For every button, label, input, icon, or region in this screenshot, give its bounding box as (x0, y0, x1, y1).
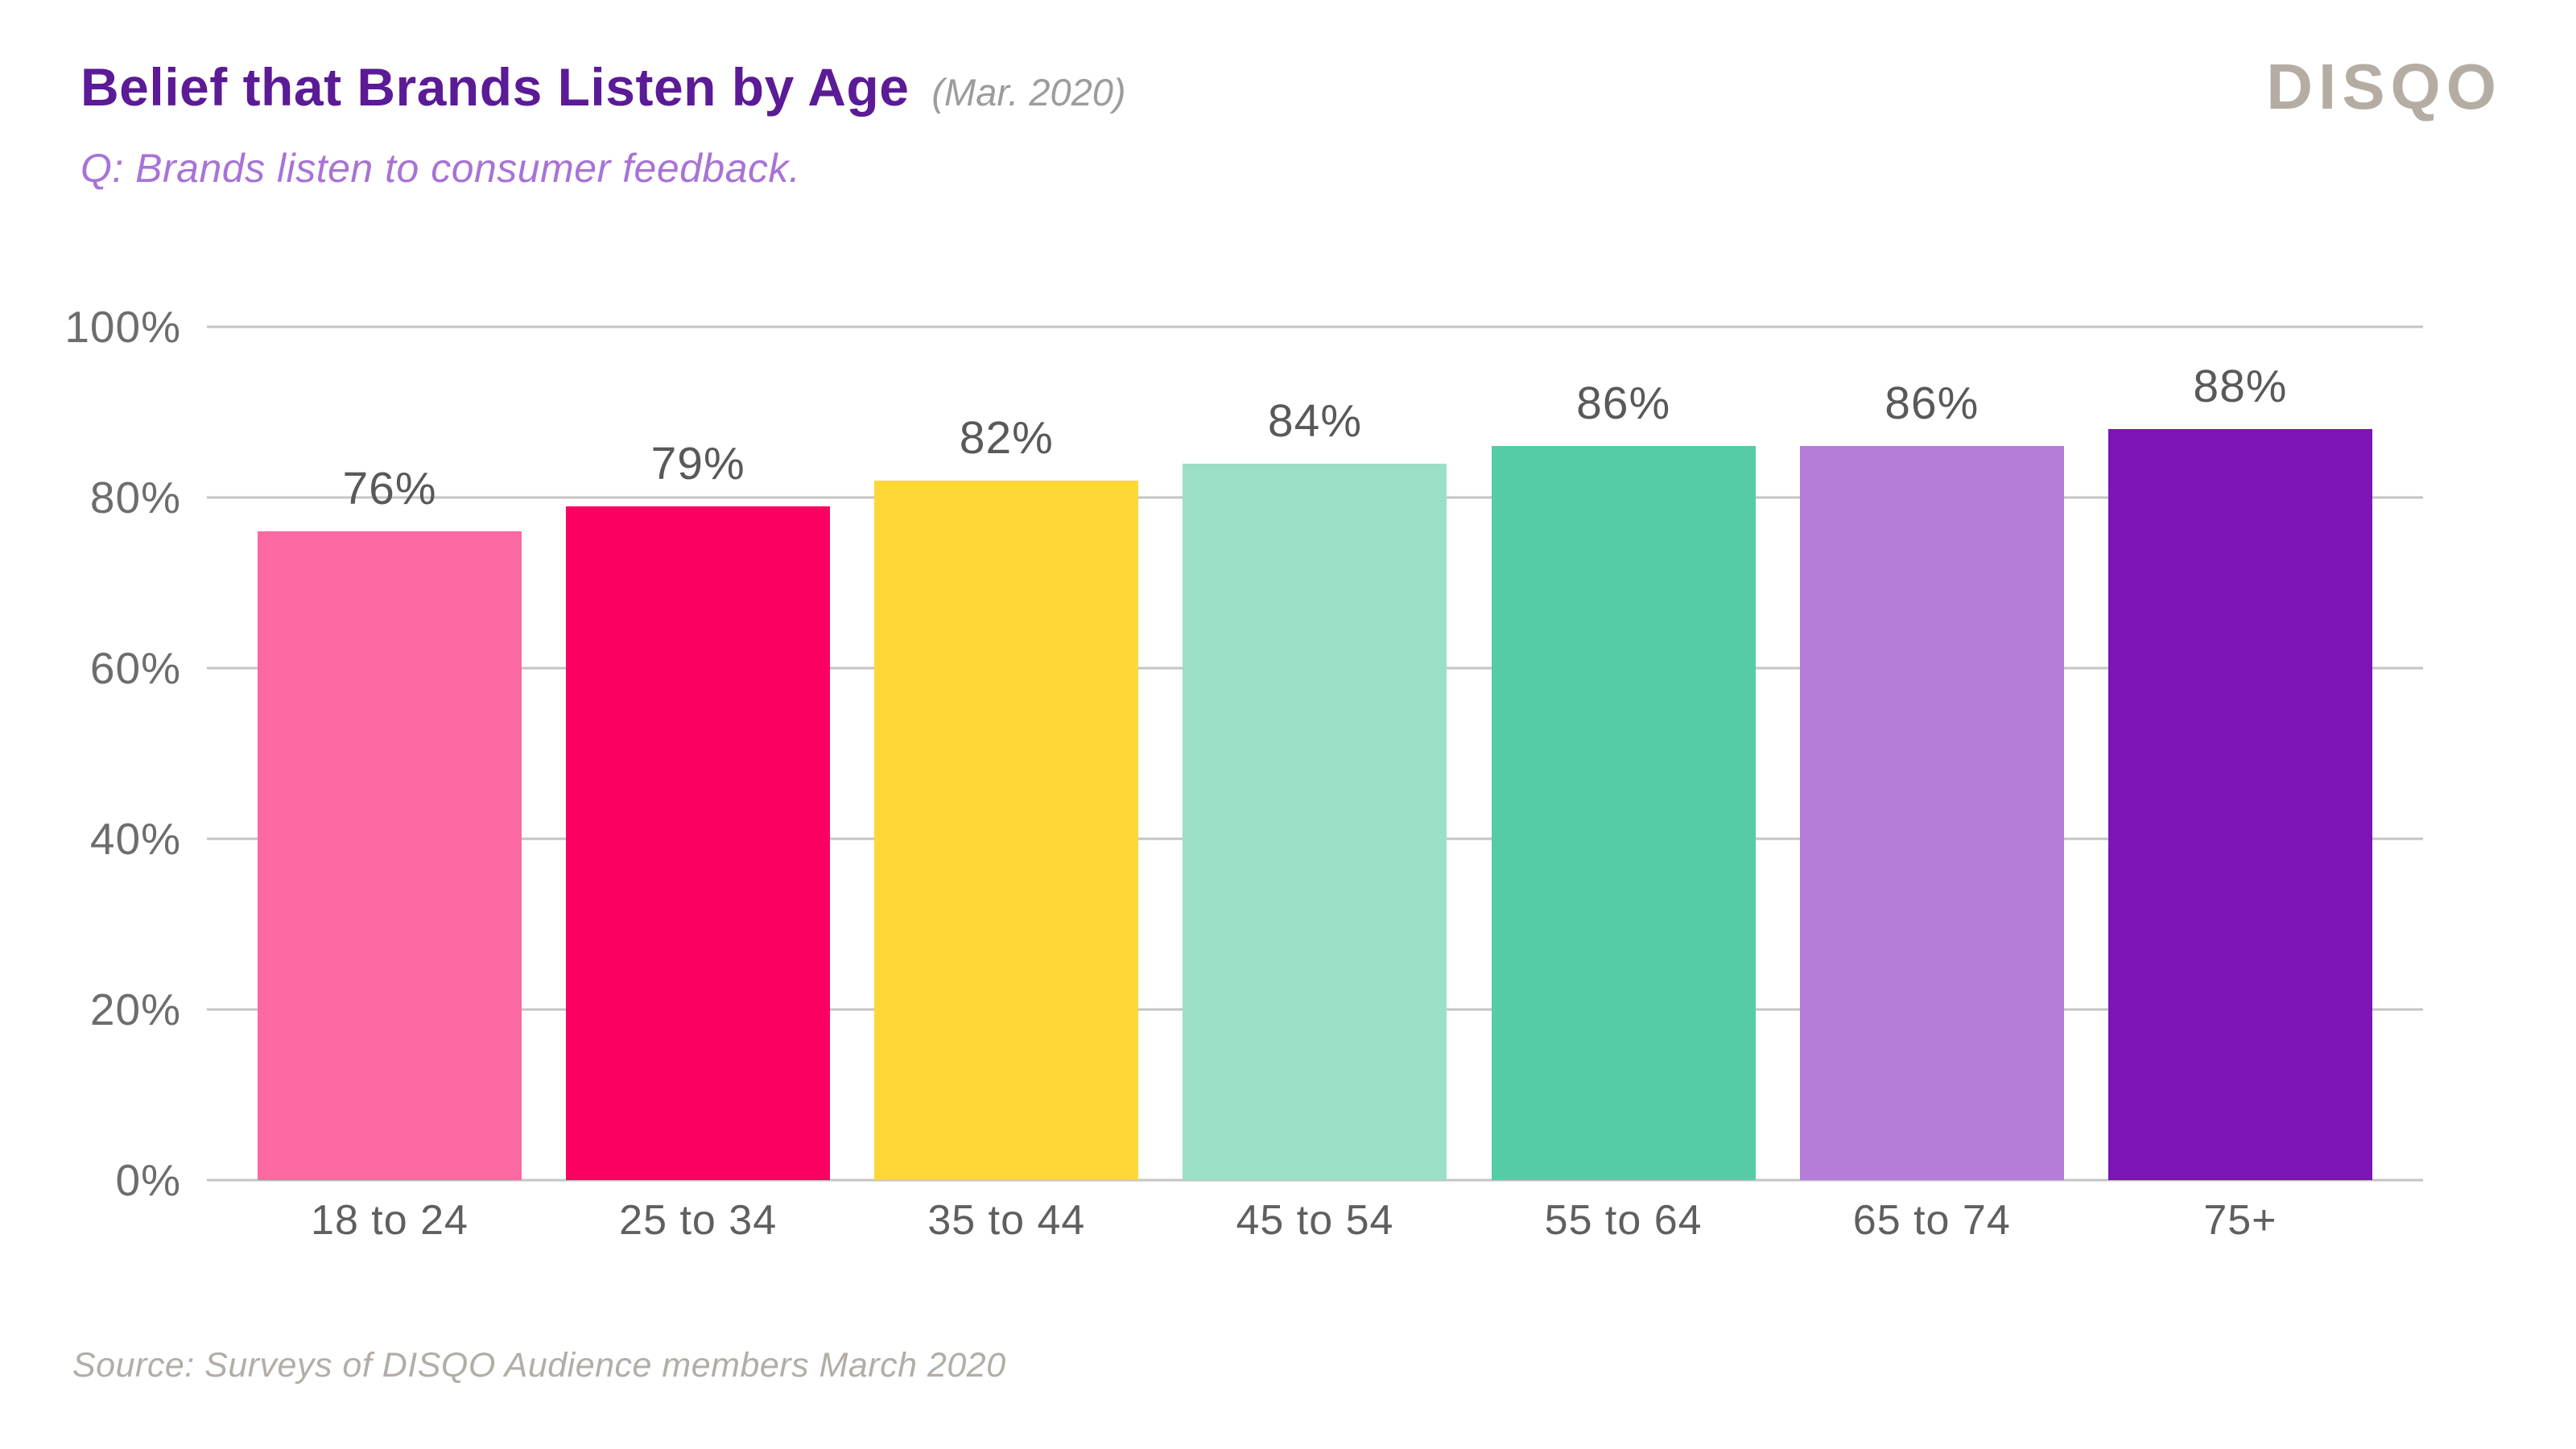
y-axis-tick-label: 0% (115, 1155, 181, 1205)
y-axis-tick-label: 60% (89, 643, 181, 693)
bar (258, 531, 522, 1180)
bars-container: 76% 18 to 24 79% 25 to 34 82% 35 to 44 84% 45 t… (207, 327, 2423, 1244)
y-axis-tick-label: 100% (64, 302, 181, 352)
disqo-logo: DISQO (2266, 51, 2502, 122)
gridline (207, 1179, 2423, 1182)
x-axis-label: 45 to 54 (1236, 1197, 1394, 1244)
y-axis-tick-label: 40% (89, 814, 181, 864)
y-axis-tick-label: 20% (89, 985, 181, 1034)
bar (1183, 463, 1447, 1180)
bar-column: 84% 45 to 54 (1183, 327, 1447, 1244)
bar (1491, 446, 1756, 1180)
bar-value-label: 88% (2193, 361, 2288, 413)
bar (566, 506, 831, 1180)
x-axis-label: 65 to 74 (1852, 1197, 2011, 1244)
chart-header: Belief that Brands Listen by Age (Mar. 2… (80, 56, 1126, 192)
bar-value-label: 76% (342, 463, 437, 515)
bar-column: 88% 75+ (2107, 327, 2372, 1244)
bar-column: 76% 18 to 24 (258, 327, 522, 1244)
x-axis-label: 75+ (2203, 1197, 2277, 1244)
survey-question-subtitle: Q: Brands listen to consumer feedback. (80, 146, 801, 191)
bar-chart-plot-area: 76% 18 to 24 79% 25 to 34 82% 35 to 44 84% 45 t… (207, 325, 2423, 1244)
source-note: Source: Surveys of DISQO Audience member… (72, 1346, 1006, 1385)
bar-value-label: 79% (650, 437, 745, 489)
bar-value-label: 82% (959, 411, 1054, 464)
bar-column: 86% 55 to 64 (1491, 327, 1756, 1244)
bar (874, 480, 1139, 1180)
bar-column: 79% 25 to 34 (566, 327, 831, 1244)
x-axis-label: 25 to 34 (619, 1197, 778, 1244)
x-axis-label: 55 to 64 (1544, 1197, 1703, 1244)
bar-value-label: 84% (1267, 394, 1363, 447)
bar-column: 86% 65 to 74 (1799, 327, 2064, 1244)
title-date-note: (Mar. 2020) (931, 71, 1126, 114)
title-row: Belief that Brands Listen by Age (Mar. 2… (80, 56, 1126, 118)
bar-value-label: 86% (1885, 378, 1979, 430)
bar-column: 82% 35 to 44 (874, 327, 1139, 1244)
gridline (207, 325, 2423, 328)
y-axis: 100% 80% 60% 40% 20% 0% (63, 302, 181, 1205)
y-axis-tick-label: 80% (89, 473, 181, 522)
bar-value-label: 86% (1576, 378, 1671, 430)
bar (2107, 429, 2372, 1180)
bar (1799, 446, 2064, 1180)
page-title: Belief that Brands Listen by Age (80, 57, 910, 117)
x-axis-label: 18 to 24 (311, 1197, 469, 1244)
x-axis-label: 35 to 44 (927, 1197, 1086, 1244)
